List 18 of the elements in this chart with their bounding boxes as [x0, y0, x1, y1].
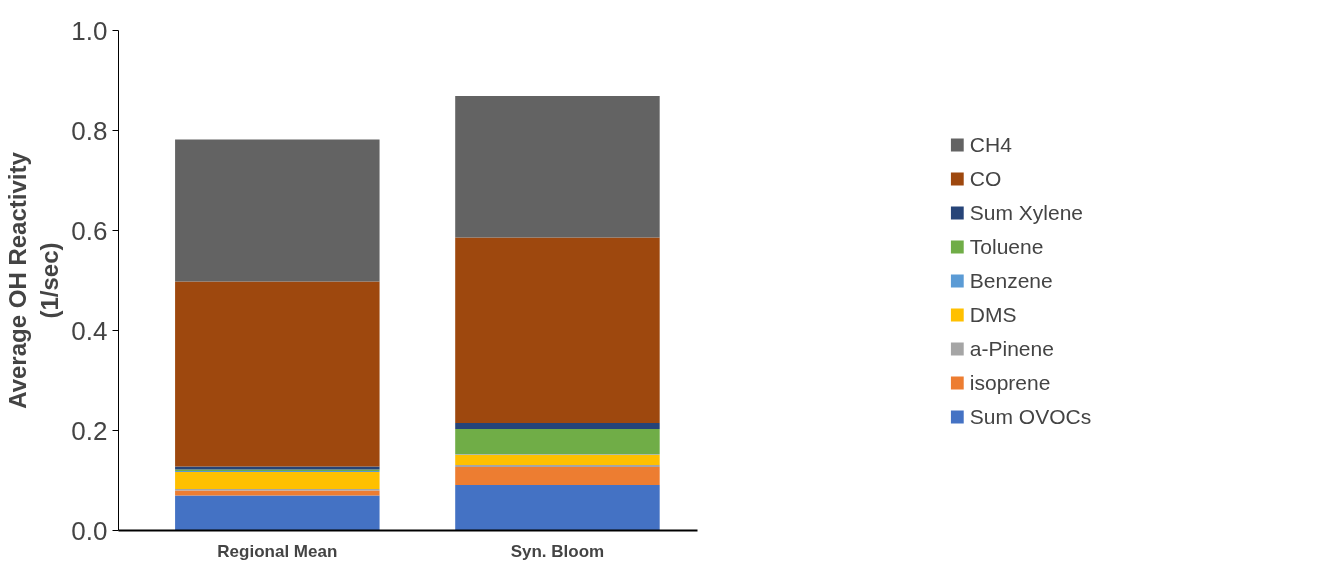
legend-label: CO: [969, 165, 1002, 191]
y-tick-label: 0.0: [71, 515, 108, 546]
y-tick-label: 0.8: [71, 115, 108, 146]
legend-label: Sum Xylene: [969, 199, 1084, 225]
y-tick-label: 1.0: [71, 15, 108, 46]
legend-label: Sum OVOCs: [969, 403, 1092, 429]
legend-label: Toluene: [969, 233, 1044, 259]
legend-label: isoprene: [969, 369, 1051, 395]
legend-label: CH4: [969, 131, 1012, 157]
y-tick-label: 0.2: [71, 415, 108, 446]
legend-label: Benzene: [969, 267, 1053, 293]
legend-label: a-Pinene: [969, 335, 1054, 361]
y-tick-label: 0.4: [71, 315, 108, 346]
legend-label: DMS: [969, 301, 1017, 327]
x-tick-label: Syn. Bloom: [510, 541, 605, 561]
x-tick-label: Regional Mean: [217, 541, 338, 561]
y-axis-title: Average OH Reactivity (1/sec): [3, 151, 64, 409]
y-tick-label: 0.6: [71, 215, 108, 246]
